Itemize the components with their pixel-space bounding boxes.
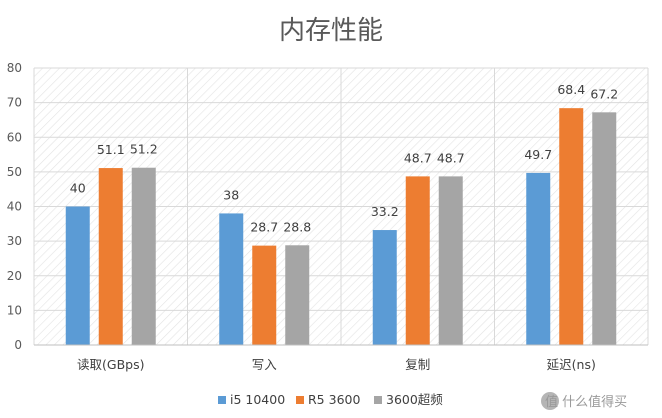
- legend-label: R5 3600: [308, 392, 360, 407]
- data-label: 48.7: [404, 150, 432, 165]
- watermark-text: 值 什么值得买: [545, 394, 627, 410]
- watermark: 值 什么值得买: [541, 392, 627, 410]
- bar: [219, 213, 244, 345]
- data-label: 68.4: [557, 82, 585, 97]
- y-tick-label: 40: [7, 200, 22, 214]
- data-label: 49.7: [524, 147, 552, 162]
- data-label: 51.2: [130, 142, 158, 157]
- data-label: 40: [70, 181, 86, 196]
- y-tick-label: 10: [7, 303, 22, 317]
- legend-swatch: [296, 396, 304, 404]
- legend-label: 3600超频: [386, 392, 443, 407]
- y-tick-label: 30: [7, 234, 22, 248]
- x-tick-label: 写入: [252, 357, 278, 372]
- chart-title: 内存性能: [279, 16, 383, 46]
- y-tick-label: 70: [7, 96, 22, 110]
- bar: [405, 176, 430, 345]
- y-tick-label: 60: [7, 130, 22, 144]
- data-label: 51.1: [97, 142, 125, 157]
- y-tick-label: 50: [7, 165, 22, 179]
- x-tick-label: 读取(GBps): [77, 357, 144, 372]
- x-tick-label: 复制: [405, 357, 430, 372]
- smzdm-logo-icon: [541, 392, 559, 410]
- bar: [252, 245, 277, 345]
- bar: [559, 108, 584, 345]
- legend-swatch: [218, 396, 226, 404]
- legend: i5 10400 R5 3600 3600超频: [218, 392, 443, 407]
- labels-layer: 40 51.1 51.2 38 28.7 28.8 33.2 48.7 48.7 49.7 68.4…: [70, 82, 618, 234]
- data-label: 48.7: [437, 150, 465, 165]
- bar: [372, 230, 397, 345]
- bar: [65, 206, 90, 345]
- bar: [526, 172, 551, 345]
- bars-layer: [65, 108, 617, 345]
- bar: [592, 112, 617, 345]
- axis-layer: 0 10 20 30 40 50 60 70 80 读取(GBps) 写入 复制 延迟(ns): [7, 61, 648, 372]
- legend-label: i5 10400: [230, 392, 285, 407]
- data-label: 33.2: [371, 204, 399, 219]
- bar: [98, 168, 123, 345]
- bar: [285, 245, 310, 345]
- y-tick-label: 80: [7, 61, 22, 75]
- data-label: 28.7: [250, 220, 278, 235]
- data-label: 67.2: [590, 86, 618, 101]
- y-tick-label: 20: [7, 269, 22, 283]
- bar: [438, 176, 463, 345]
- x-tick-label: 延迟(ns): [547, 357, 596, 372]
- bar: [131, 167, 156, 345]
- data-label: 28.8: [283, 219, 311, 234]
- legend-swatch: [374, 396, 382, 404]
- y-tick-label: 0: [14, 338, 22, 352]
- data-label: 38: [223, 187, 239, 202]
